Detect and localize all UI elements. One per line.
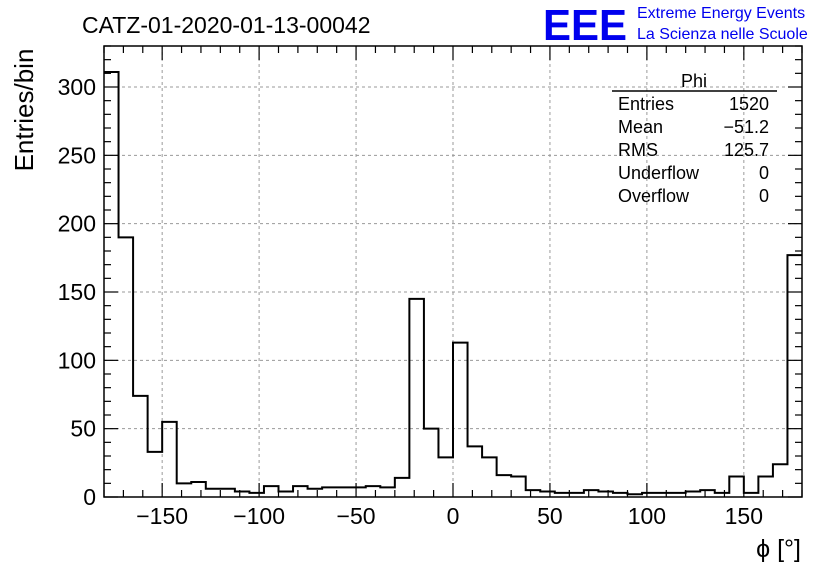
histogram-bin — [468, 446, 483, 497]
histogram-bin — [395, 478, 410, 497]
stats-value-overflow: 0 — [759, 186, 769, 206]
histogram-bin — [279, 492, 294, 497]
histogram-bin — [482, 457, 497, 497]
histogram-bin — [584, 490, 599, 497]
y-tick-label: 200 — [58, 211, 96, 237]
stats-box: Phi Entries 1520 Mean −51.2 RMS 125.7 Un… — [612, 71, 777, 206]
histogram-bin — [497, 475, 512, 497]
histogram-bin — [424, 429, 439, 497]
stats-label-overflow: Overflow — [618, 186, 690, 206]
x-tick-label: 0 — [447, 503, 460, 529]
axes-layer: −150 −100 −50 0 50 100 150 0 50 100 150 200 250 300 — [58, 45, 803, 529]
y-tick-label: 150 — [58, 279, 96, 305]
y-tick-label: 100 — [58, 347, 96, 373]
histogram-bin — [162, 422, 177, 497]
y-tick-label: 50 — [70, 416, 96, 442]
x-tick-label: −100 — [233, 503, 285, 529]
stats-label-mean: Mean — [618, 117, 663, 137]
histogram-bin — [308, 489, 323, 497]
stats-label-underflow: Underflow — [618, 163, 700, 183]
histogram-bin — [177, 483, 192, 497]
histogram-bin — [773, 464, 788, 497]
histogram-bin — [322, 487, 337, 497]
y-axis-label: Entries/bin — [9, 49, 39, 172]
stats-value-underflow: 0 — [759, 163, 769, 183]
histogram-bin — [133, 396, 148, 497]
stats-box-title: Phi — [681, 71, 707, 91]
histogram-bin — [438, 457, 453, 497]
x-tick-label: −150 — [136, 503, 188, 529]
x-tick-label: 100 — [628, 503, 666, 529]
histogram-bin — [758, 477, 773, 498]
histogram-bin — [191, 482, 206, 497]
histogram-bin — [119, 237, 134, 497]
histogram-bin — [366, 486, 381, 497]
histogram-bin — [409, 299, 424, 497]
stats-label-rms: RMS — [618, 140, 658, 160]
histogram-bin — [787, 255, 802, 497]
x-axis-label: ϕ [°] — [756, 535, 801, 563]
histogram-bin — [235, 492, 250, 497]
y-tick-label: 0 — [83, 484, 96, 510]
histogram-bin — [511, 477, 526, 498]
histogram-bin — [293, 486, 308, 497]
x-tick-label: 150 — [725, 503, 763, 529]
histogram-bin — [264, 486, 279, 497]
logo-line-2: La Scienza nelle Scuole — [637, 26, 808, 43]
histogram-bin — [729, 477, 744, 498]
histogram-bin — [380, 487, 395, 497]
histogram-outline — [104, 70, 802, 496]
histogram-bin — [526, 490, 541, 497]
histogram-bin — [148, 452, 163, 497]
histogram-bin — [453, 343, 468, 497]
y-tick-label: 250 — [58, 142, 96, 168]
histogram-bin — [337, 487, 352, 497]
stats-label-entries: Entries — [618, 94, 674, 114]
stats-value-entries: 1520 — [729, 94, 769, 114]
stats-value-mean: −51.2 — [723, 117, 769, 137]
x-tick-label: 50 — [537, 503, 563, 529]
logo-line-1: Extreme Energy Events — [637, 5, 805, 22]
histogram-bin — [206, 489, 221, 497]
histogram-bin — [540, 492, 555, 497]
eee-logo-mark: EEE — [543, 1, 627, 50]
y-tick-label: 300 — [58, 74, 96, 100]
histogram-bin — [598, 492, 613, 497]
histogram-bin — [700, 490, 715, 497]
histogram-bin — [351, 487, 366, 497]
stats-value-rms: 125.7 — [724, 140, 769, 160]
histogram-bin — [686, 492, 701, 497]
histogram-layer — [104, 70, 802, 498]
histogram-bin — [220, 489, 235, 497]
histogram-bin — [104, 72, 119, 497]
x-tick-label: −50 — [337, 503, 376, 529]
chart-title: CATZ-01-2020-01-13-00042 — [82, 12, 371, 38]
